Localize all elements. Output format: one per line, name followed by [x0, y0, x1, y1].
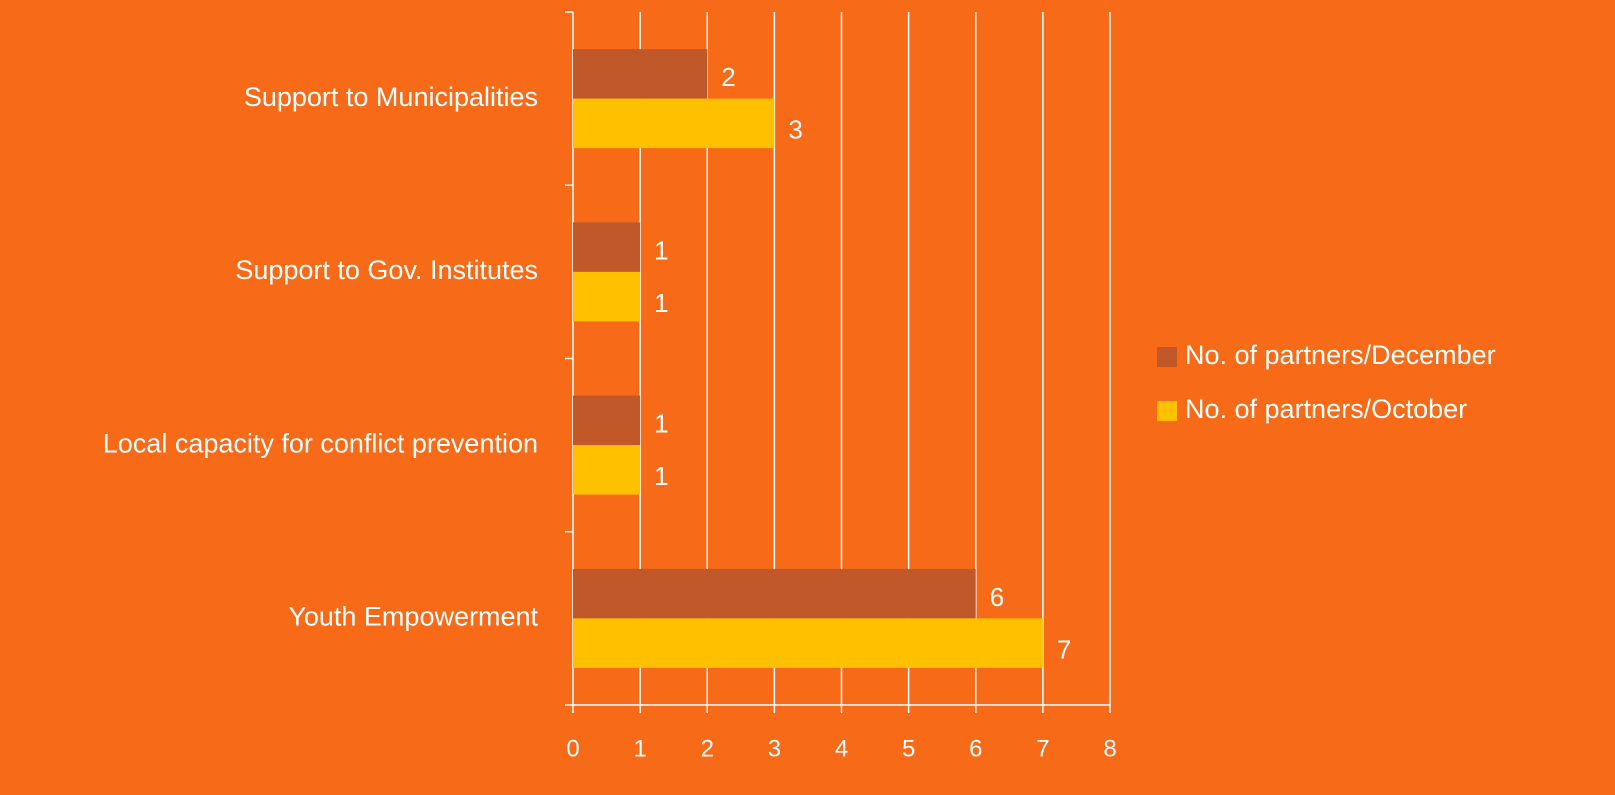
x-tick-label: 8	[1103, 735, 1116, 762]
value-label: 1	[654, 461, 668, 491]
x-tick-label: 1	[633, 735, 646, 762]
value-label: 1	[654, 409, 668, 439]
y-tick-label: Support to Municipalities	[244, 82, 538, 112]
x-tick-label: 7	[1036, 735, 1049, 762]
x-tick-label: 4	[835, 735, 848, 762]
value-label: 2	[721, 62, 735, 92]
y-tick-label: Support to Gov. Institutes	[235, 255, 538, 285]
bar	[573, 271, 641, 322]
bar	[573, 222, 641, 272]
value-label: 1	[654, 235, 668, 265]
legend-label: No. of partners/December	[1185, 340, 1496, 370]
value-label: 6	[990, 582, 1004, 612]
bar	[573, 568, 976, 619]
value-label: 7	[1057, 634, 1071, 664]
x-tick-label: 2	[701, 735, 714, 762]
y-tick-label: Youth Empowerment	[288, 602, 538, 632]
value-label: 3	[788, 115, 802, 145]
bar	[573, 395, 641, 446]
bar	[573, 49, 708, 99]
legend-swatch	[1157, 401, 1177, 421]
bar	[573, 618, 1043, 668]
bar	[573, 445, 641, 495]
legend-swatch	[1157, 347, 1177, 367]
bar	[573, 98, 775, 149]
x-tick-label: 0	[566, 735, 579, 762]
legend-label: No. of partners/October	[1185, 394, 1467, 424]
value-label: 1	[654, 288, 668, 318]
x-tick-label: 5	[902, 735, 915, 762]
x-tick-label: 3	[768, 735, 781, 762]
y-tick-label: Local capacity for conflict prevention	[103, 428, 538, 458]
x-tick-label: 6	[969, 735, 982, 762]
